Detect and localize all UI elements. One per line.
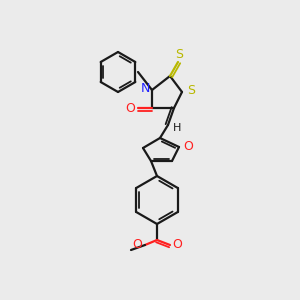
Text: O: O xyxy=(172,238,182,251)
Text: O: O xyxy=(132,238,142,251)
Text: S: S xyxy=(187,85,195,98)
Text: O: O xyxy=(183,140,193,152)
Text: S: S xyxy=(175,49,183,62)
Text: H: H xyxy=(173,123,181,133)
Text: O: O xyxy=(125,101,135,115)
Text: N: N xyxy=(140,82,150,95)
